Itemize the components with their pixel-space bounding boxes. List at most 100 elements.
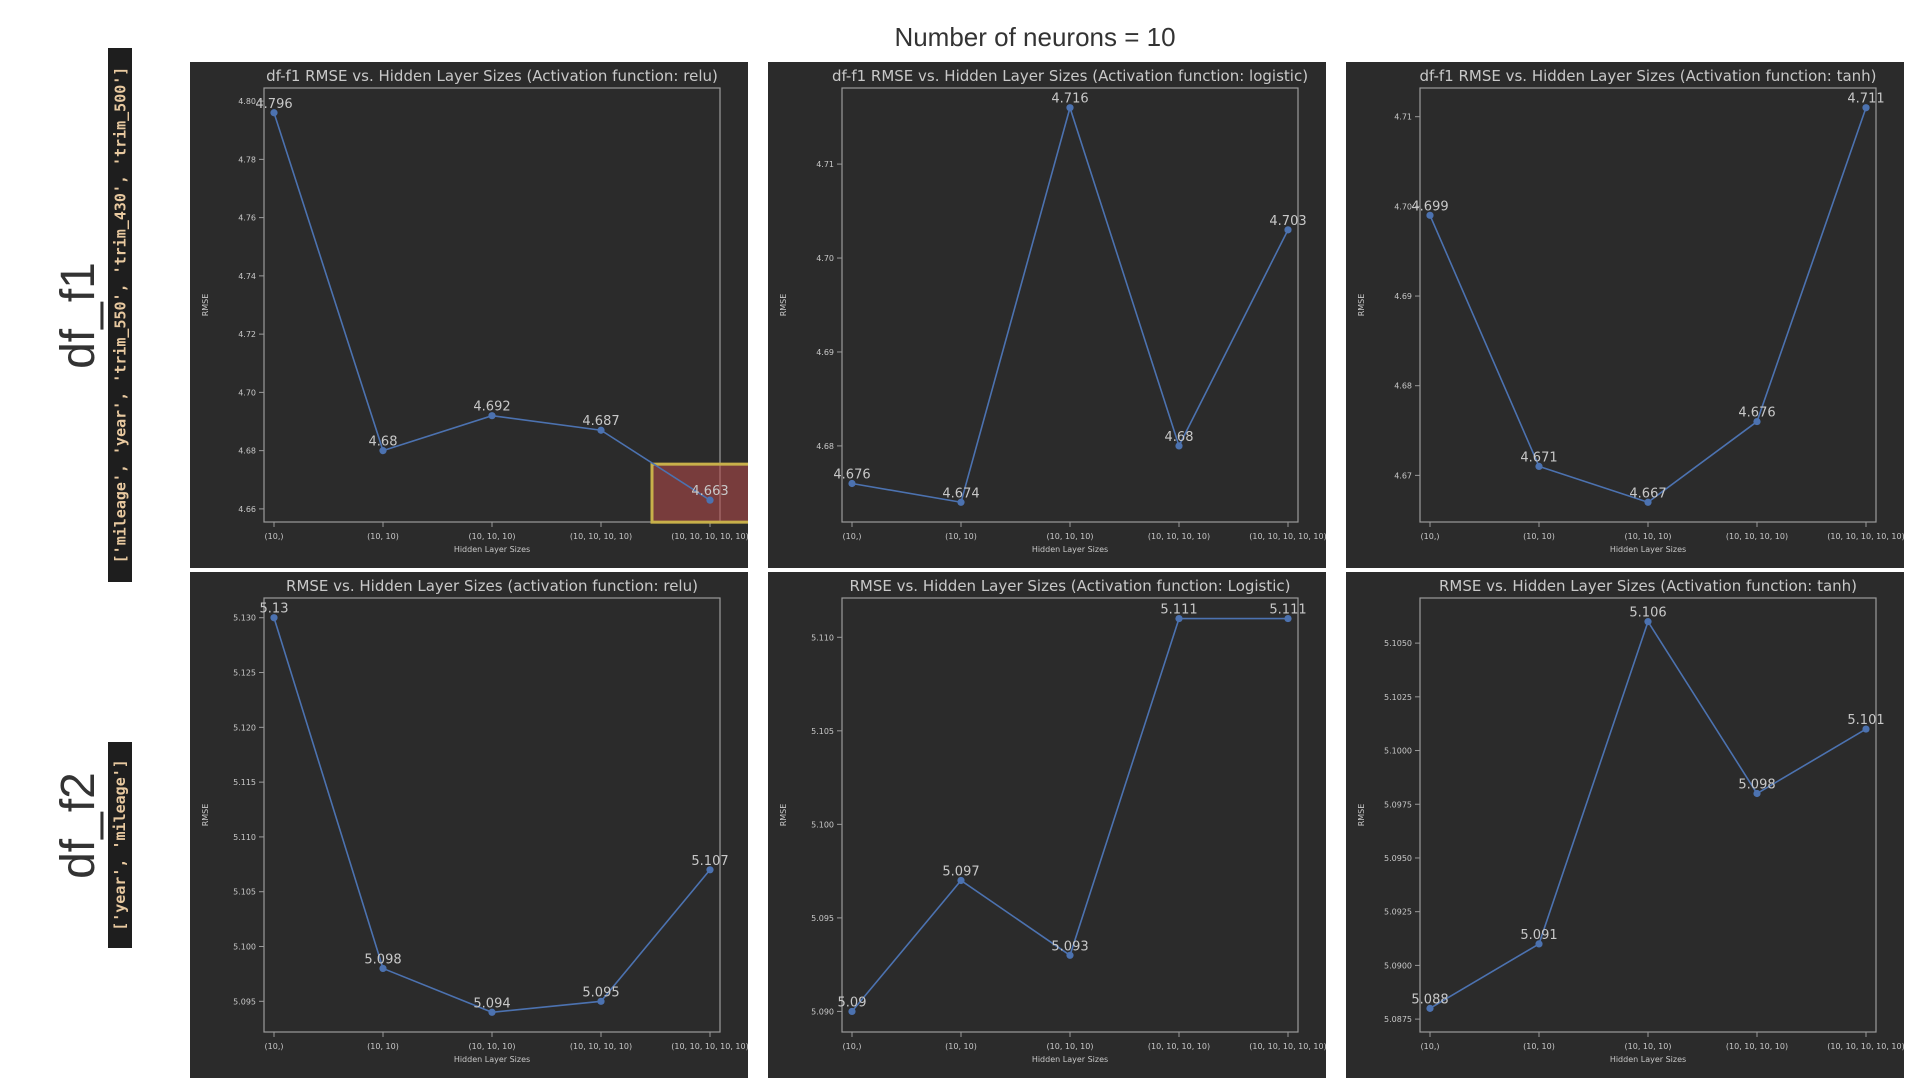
feature-list-df-f2-text: ['year', 'mileage'] <box>111 759 129 931</box>
data-label: 4.711 <box>1847 92 1884 107</box>
data-point <box>1175 442 1183 450</box>
x-tick-label: (10,) <box>1421 1042 1440 1051</box>
y-tick-label: 4.67 <box>1394 471 1412 480</box>
y-tick-label: 4.68 <box>816 442 834 451</box>
data-label: 5.098 <box>1738 778 1775 793</box>
y-tick-label: 5.095 <box>811 914 834 923</box>
y-tick-label: 5.100 <box>811 820 834 829</box>
y-tick-label: 4.76 <box>238 214 256 223</box>
y-axis-label: RMSE <box>779 804 788 827</box>
x-axis-label: Hidden Layer Sizes <box>1610 545 1686 554</box>
x-tick-label: (10, 10) <box>1523 1042 1555 1051</box>
data-point <box>597 426 605 434</box>
data-label: 5.09 <box>838 995 867 1010</box>
chart-title: RMSE vs. Hidden Layer Sizes (activation … <box>286 577 698 595</box>
y-tick-label: 4.71 <box>816 160 834 169</box>
series-line <box>851 104 1289 504</box>
plot-area-frame <box>841 87 1299 523</box>
chart-panel-2: df-f1 RMSE vs. Hidden Layer Sizes (Activ… <box>768 62 1326 568</box>
data-point <box>270 109 278 117</box>
y-tick-label: 5.0875 <box>1384 1015 1412 1024</box>
feature-list-df-f2: ['year', 'mileage'] <box>108 742 132 948</box>
data-label: 5.093 <box>1051 939 1088 954</box>
chart-title: RMSE vs. Hidden Layer Sizes (Activation … <box>1439 577 1857 595</box>
data-point <box>1426 1004 1434 1012</box>
x-tick-label: (10, 10, 10, 10) <box>1148 532 1210 541</box>
data-point <box>848 1007 856 1016</box>
y-tick-label: 5.110 <box>233 833 256 842</box>
x-axis-label: Hidden Layer Sizes <box>454 1055 530 1064</box>
x-tick-label: (10, 10, 10) <box>1625 532 1672 541</box>
data-point <box>1753 789 1761 798</box>
x-tick-label: (10, 10) <box>367 532 399 541</box>
data-point <box>1862 104 1870 112</box>
data-point <box>1284 614 1292 623</box>
y-tick-label: 5.105 <box>811 727 834 736</box>
data-point <box>957 876 965 885</box>
y-tick-label: 5.0975 <box>1384 800 1412 809</box>
x-tick-label: (10, 10, 10) <box>1625 1042 1672 1051</box>
data-point <box>1175 614 1183 623</box>
x-tick-label: (10, 10, 10, 10, 10) <box>1249 1042 1326 1051</box>
data-point <box>1535 462 1543 471</box>
data-point <box>597 997 605 1005</box>
data-label: 4.671 <box>1520 450 1557 465</box>
chart-title: df-f1 RMSE vs. Hidden Layer Sizes (Activ… <box>1419 67 1876 85</box>
y-tick-label: 5.0900 <box>1384 961 1412 970</box>
data-label: 4.699 <box>1411 199 1448 214</box>
chart-title: df-f1 RMSE vs. Hidden Layer Sizes (Activ… <box>832 67 1308 85</box>
y-tick-label: 4.68 <box>1394 382 1412 391</box>
x-tick-label: (10, 10) <box>945 532 977 541</box>
data-label: 5.097 <box>942 864 979 879</box>
chart-svg: df-f1 RMSE vs. Hidden Layer Sizes (Activ… <box>1357 67 1904 554</box>
data-label: 4.796 <box>255 97 292 112</box>
y-tick-label: 5.090 <box>811 1007 834 1016</box>
y-tick-label: 4.78 <box>238 155 256 164</box>
x-axis-label: Hidden Layer Sizes <box>454 545 530 554</box>
x-tick-label: (10, 10, 10, 10, 10) <box>671 532 748 541</box>
data-point <box>1753 417 1761 426</box>
x-tick-label: (10, 10, 10, 10, 10) <box>1827 532 1904 541</box>
y-tick-label: 4.69 <box>1394 292 1412 301</box>
row-label-df-f1-text: df_f1 <box>51 261 105 369</box>
data-point <box>706 866 714 874</box>
x-tick-label: (10, 10, 10, 10) <box>1726 1042 1788 1051</box>
x-tick-label: (10, 10, 10, 10) <box>570 532 632 541</box>
y-tick-label: 5.115 <box>233 778 256 787</box>
x-tick-label: (10, 10) <box>945 1042 977 1051</box>
x-tick-label: (10,) <box>843 532 862 541</box>
chart-panel-3: df-f1 RMSE vs. Hidden Layer Sizes (Activ… <box>1346 62 1904 568</box>
data-label: 4.674 <box>942 486 979 501</box>
y-tick-label: 5.100 <box>233 943 256 952</box>
row-label-df-f2-text: df_f2 <box>51 771 105 879</box>
plot-area-frame <box>1419 597 1877 1033</box>
chart-svg: RMSE vs. Hidden Layer Sizes (activation … <box>201 577 748 1064</box>
plot-area-frame <box>263 87 721 523</box>
chart-panel-5: RMSE vs. Hidden Layer Sizes (Activation … <box>768 572 1326 1078</box>
data-point <box>1535 940 1543 948</box>
y-axis-label: RMSE <box>779 294 788 317</box>
chart-panel-1: df-f1 RMSE vs. Hidden Layer Sizes (Activ… <box>190 62 748 568</box>
y-tick-label: 4.70 <box>816 254 834 263</box>
x-axis-label: Hidden Layer Sizes <box>1032 1055 1108 1064</box>
y-tick-label: 5.0950 <box>1384 854 1412 863</box>
y-tick-label: 4.70 <box>1394 202 1412 211</box>
x-tick-label: (10, 10) <box>367 1042 399 1051</box>
data-label: 4.703 <box>1269 214 1306 229</box>
plot-area-frame <box>1419 87 1877 523</box>
data-point <box>270 614 278 622</box>
y-tick-label: 5.120 <box>233 723 256 732</box>
y-tick-label: 5.1000 <box>1384 747 1412 756</box>
data-label: 4.667 <box>1629 486 1666 501</box>
data-point <box>957 498 965 506</box>
figure-suptitle: Number of neurons = 10 <box>894 22 1176 52</box>
chart-panel-4: RMSE vs. Hidden Layer Sizes (activation … <box>190 572 748 1078</box>
y-axis-label: RMSE <box>201 294 210 317</box>
x-tick-label: (10, 10, 10, 10) <box>570 1042 632 1051</box>
chart-title: RMSE vs. Hidden Layer Sizes (Activation … <box>849 577 1290 595</box>
data-point <box>379 447 387 455</box>
y-tick-label: 5.110 <box>811 633 834 642</box>
y-tick-label: 5.0925 <box>1384 908 1412 917</box>
data-label: 5.098 <box>364 952 401 967</box>
y-tick-label: 5.125 <box>233 669 256 678</box>
